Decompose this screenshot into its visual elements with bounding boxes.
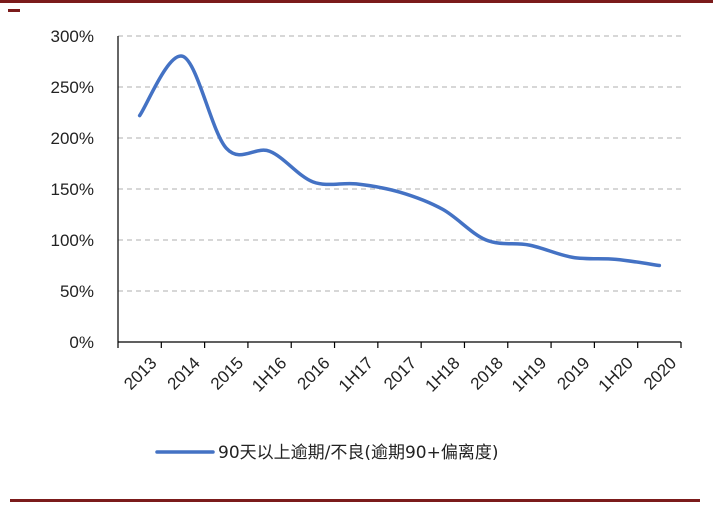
legend-label: 90天以上逾期/不良(逾期90+偏离度) — [218, 443, 499, 463]
y-tick-label: 50% — [60, 282, 94, 301]
series-line — [137, 54, 662, 268]
x-tick-label: 2020 — [640, 353, 680, 393]
y-tick-label: 100% — [51, 231, 94, 250]
x-tick-label: 2019 — [553, 353, 593, 393]
x-tick-label: 1H18 — [421, 353, 463, 395]
y-tick-label: 250% — [51, 78, 94, 97]
axes — [117, 36, 681, 343]
series-group — [137, 54, 662, 268]
bottom-rule — [10, 499, 700, 502]
y-tick-label: 0% — [69, 333, 94, 352]
x-tick-label: 1H20 — [595, 353, 637, 395]
x-tick-label: 2017 — [380, 353, 420, 393]
top-mark — [8, 9, 20, 12]
y-tick-label: 300% — [51, 27, 94, 46]
y-axis-ticks: 0% 50% 100% 150% 200% 250% 300% — [51, 27, 94, 352]
x-tick-label: 1H17 — [335, 353, 377, 395]
x-tick-label: 2015 — [207, 353, 247, 393]
x-tick-label: 1H19 — [508, 353, 550, 395]
x-tick-label: 2013 — [120, 353, 160, 393]
top-rule — [0, 0, 713, 3]
x-tick-label: 1H16 — [248, 353, 290, 395]
x-axis-ticks: 2013 2014 2015 1H16 2016 1H17 2017 1H18 2018 1H19… — [117, 342, 682, 396]
x-tick-label: 2016 — [294, 353, 334, 393]
legend: 90天以上逾期/不良(逾期90+偏离度) — [155, 443, 499, 463]
x-tick-label: 2018 — [467, 353, 507, 393]
y-tick-label: 150% — [51, 180, 94, 199]
y-tick-label: 200% — [51, 129, 94, 148]
x-tick-label: 2014 — [164, 353, 204, 393]
gridlines — [118, 35, 681, 292]
